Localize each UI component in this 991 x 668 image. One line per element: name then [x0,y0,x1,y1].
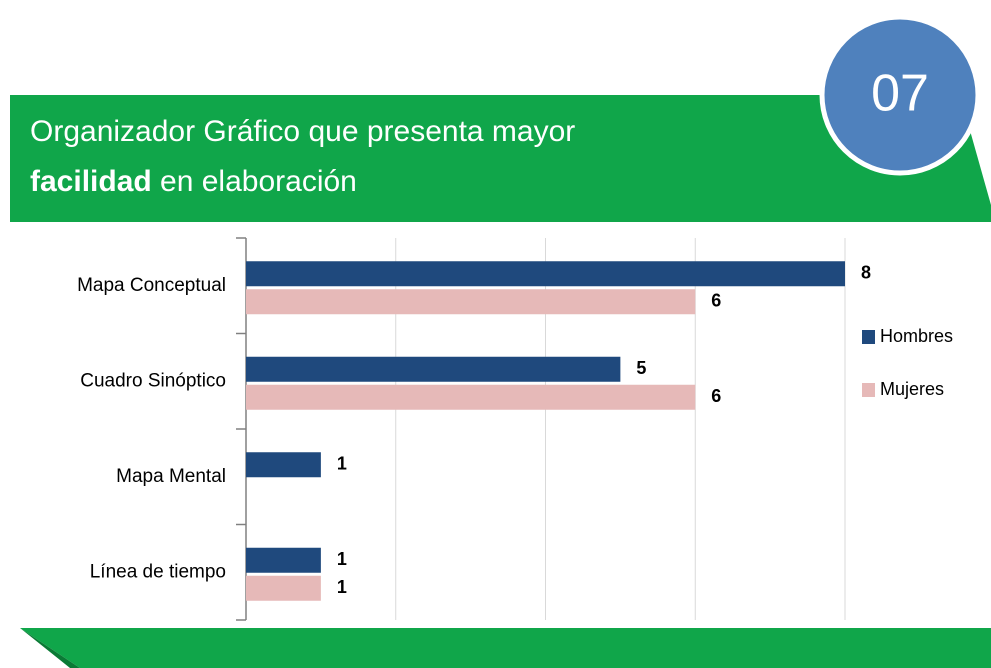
bar [246,575,321,601]
data-label: 6 [711,291,721,311]
badge-number: 07 [871,65,929,123]
footer-shade [20,628,80,668]
title-banner [10,95,991,222]
data-label: 1 [337,577,347,597]
title-line2: facilidad en elaboración [30,165,357,198]
chart: Mapa Conceptual 8 6 Cuadro Sinóptico 5 6 Mapa … [77,237,953,621]
data-label: 5 [636,358,646,378]
legend-swatch [862,383,875,397]
y-tick-label: Mapa Mental [116,466,226,487]
y-tick-label: Línea de tiempo [90,561,226,582]
title-bold: facilidad [30,165,152,198]
legend-swatch [862,330,875,344]
bar [246,356,621,382]
y-tick-label: Cuadro Sinóptico [80,370,226,391]
data-label: 1 [337,454,347,474]
legend-label: Mujeres [880,379,944,399]
bar [246,261,845,287]
title-rest: en elaboración [160,165,357,198]
title-line1: Organizador Gráfico que presenta mayor [30,115,575,148]
bar [246,384,696,410]
y-tick-label: Mapa Conceptual [77,275,226,296]
data-label: 8 [861,263,871,283]
data-label: 1 [337,549,347,569]
bar [246,289,696,315]
legend-label: Hombres [880,326,953,346]
bar [246,547,321,573]
data-label: 6 [711,386,721,406]
footer-banner [20,628,991,668]
badge [819,14,981,176]
bar [246,452,321,478]
